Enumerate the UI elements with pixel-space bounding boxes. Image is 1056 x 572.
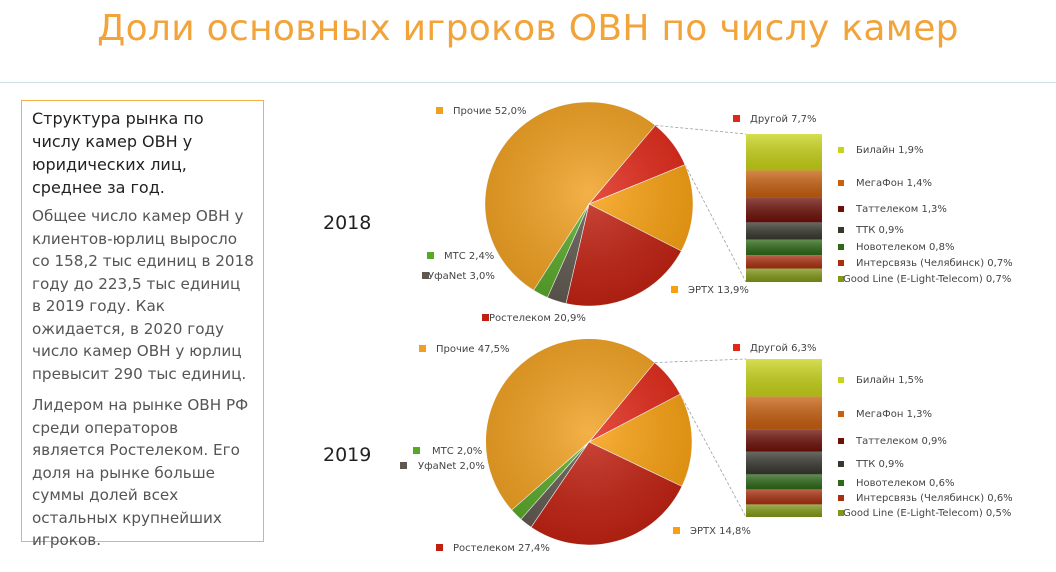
breakdown-2018-segment-shade-мегафон <box>746 170 822 198</box>
breakdown-2019-label-билайн: Билайн 1,5% <box>856 375 924 386</box>
pie-2018-legend-marker-ростелеком <box>482 314 489 321</box>
pie-2019-shading <box>486 339 692 545</box>
pie-2019-connector-bottom <box>679 393 747 518</box>
breakdown-2019-segment-shade-ттк <box>746 451 822 475</box>
breakdown-2019-legend-marker-good-line-e-light-telecom <box>838 510 844 516</box>
breakdown-2018-segment-shade-новотелеком <box>746 239 822 256</box>
pie-2018-label-уфаnet: УфаNet 3,0% <box>428 271 495 282</box>
pie-2018-legend-marker-эртх <box>671 286 678 293</box>
pie-2019-label-прочие: Прочие 47,5% <box>436 344 510 355</box>
pie-2018-label-другой: Другой 7,7% <box>750 114 817 125</box>
pie-2019-label-ростелеком: Ростелеком 27,4% <box>453 543 550 554</box>
pie-2018-legend-marker-мтс <box>427 252 434 259</box>
breakdown-2018-label-мегафон: МегаФон 1,4% <box>856 178 932 189</box>
breakdown-2019-label-ттк: ТТК 0,9% <box>855 459 904 470</box>
breakdown-2019-label-новотелеком: Новотелеком 0,6% <box>856 478 954 489</box>
pie-2019-legend-marker-прочие <box>419 345 426 352</box>
breakdown-2019-label-good-line-e-light-telecom: Good Line (E-Light-Telecom) 0,5% <box>843 508 1011 519</box>
description-paragraph-2: Лидером на рынке ОВН РФ среди операторов… <box>32 396 249 549</box>
breakdown-2018-legend-marker-билайн <box>838 147 844 153</box>
pie-2018-connector-top <box>655 125 747 135</box>
breakdown-2019-segment-shade-таттелеком <box>746 429 822 452</box>
breakdown-2018-legend-marker-новотелеком <box>838 244 844 250</box>
pie-2018-legend-marker-прочие <box>436 107 443 114</box>
page-title: Доли основных игроков ОВН по числу камер <box>97 8 959 49</box>
breakdown-2019-segment-shade-билайн <box>746 359 822 397</box>
breakdown-2019-segment-shade-новотелеком <box>746 474 822 490</box>
pie-2018-shading <box>485 102 693 306</box>
pie-2019-label-уфаnet: УфаNet 2,0% <box>418 461 485 472</box>
breakdown-2018-segment-shade-good-line-e-light-telecom <box>746 268 822 282</box>
pie-2019-label-другой: Другой 6,3% <box>750 343 817 354</box>
breakdown-2018-legend-marker-интерсвязь-челябинск <box>838 260 844 266</box>
breakdown-2018-label-good-line-e-light-telecom: Good Line (E-Light-Telecom) 0,7% <box>843 274 1011 285</box>
breakdown-2019-label-таттелеком: Таттелеком 0,9% <box>855 436 947 447</box>
pie-2018-connector-bottom <box>684 164 747 283</box>
pie-2019-legend-marker-ростелеком <box>436 544 443 551</box>
description-paragraph-1: Общее число камер ОВН у клиентов-юрлиц в… <box>32 207 254 383</box>
breakdown-2019-label-интерсвязь-челябинск: Интерсвязь (Челябинск) 0,6% <box>856 493 1013 504</box>
breakdown-2018-legend-marker-мегафон <box>838 180 844 186</box>
pie-2018-label-эртх: ЭРТХ 13,9% <box>688 285 749 296</box>
breakdown-2018-segment-shade-интерсвязь-челябинск <box>746 255 822 269</box>
breakdown-2019-segment-shade-мегафон <box>746 396 822 430</box>
pie-2019-connector-top <box>654 358 747 363</box>
pie-2019-legend-marker-другой <box>733 344 740 351</box>
pie-2018-legend-marker-уфаnet <box>422 272 429 279</box>
breakdown-2019-legend-marker-мегафон <box>838 411 844 417</box>
title-divider <box>0 82 1056 83</box>
pie-2019-label-мтс: МТС 2,0% <box>432 446 482 457</box>
breakdown-2018-label-интерсвязь-челябинск: Интерсвязь (Челябинск) 0,7% <box>856 258 1013 269</box>
pie-2018-legend-marker-другой <box>733 115 740 122</box>
breakdown-2019-legend-marker-таттелеком <box>838 438 844 444</box>
pie-2018-label-мтс: МТС 2,4% <box>444 251 494 262</box>
pie-2019-label-эртх: ЭРТХ 14,8% <box>690 526 751 537</box>
breakdown-2019-segment-shade-интерсвязь-челябинск <box>746 489 822 505</box>
breakdown-2019-legend-marker-билайн <box>838 377 844 383</box>
breakdown-2018-legend-marker-таттелеком <box>838 206 844 212</box>
pie-2019-legend-marker-эртх <box>673 527 680 534</box>
breakdown-2019-segment-shade-good-line-e-light-telecom <box>746 504 822 517</box>
pie-2018-label-ростелеком: Ростелеком 20,9% <box>489 313 586 324</box>
chart-2018-year-label: 2018 <box>323 212 372 234</box>
breakdown-2018-label-новотелеком: Новотелеком 0,8% <box>856 242 954 253</box>
breakdown-2018-legend-marker-ттк <box>838 227 844 233</box>
breakdown-2019-label-мегафон: МегаФон 1,3% <box>856 409 932 420</box>
breakdown-2018-segment-shade-таттелеком <box>746 197 822 223</box>
breakdown-2018-label-билайн: Билайн 1,9% <box>856 145 924 156</box>
description-box: Структура рынка по числу камер ОВН у юри… <box>21 100 264 549</box>
description-heading: Структура рынка по числу камер ОВН у юри… <box>32 109 204 197</box>
chart-2019-year-label: 2019 <box>323 444 372 466</box>
pie-2018-label-прочие: Прочие 52,0% <box>453 106 527 117</box>
pie-2019-legend-marker-уфаnet <box>400 462 407 469</box>
breakdown-2018-label-ттк: ТТК 0,9% <box>855 225 904 236</box>
breakdown-2018-segment-shade-ттк <box>746 222 822 240</box>
breakdown-2019-legend-marker-интерсвязь-челябинск <box>838 495 844 501</box>
breakdown-2018-segment-shade-билайн <box>746 134 822 171</box>
breakdown-2018-legend-marker-good-line-e-light-telecom <box>838 276 844 282</box>
pie-2019-legend-marker-мтс <box>413 447 420 454</box>
breakdown-2019-legend-marker-ттк <box>838 461 844 467</box>
breakdown-2019-legend-marker-новотелеком <box>838 480 844 486</box>
breakdown-2018-label-таттелеком: Таттелеком 1,3% <box>855 204 947 215</box>
